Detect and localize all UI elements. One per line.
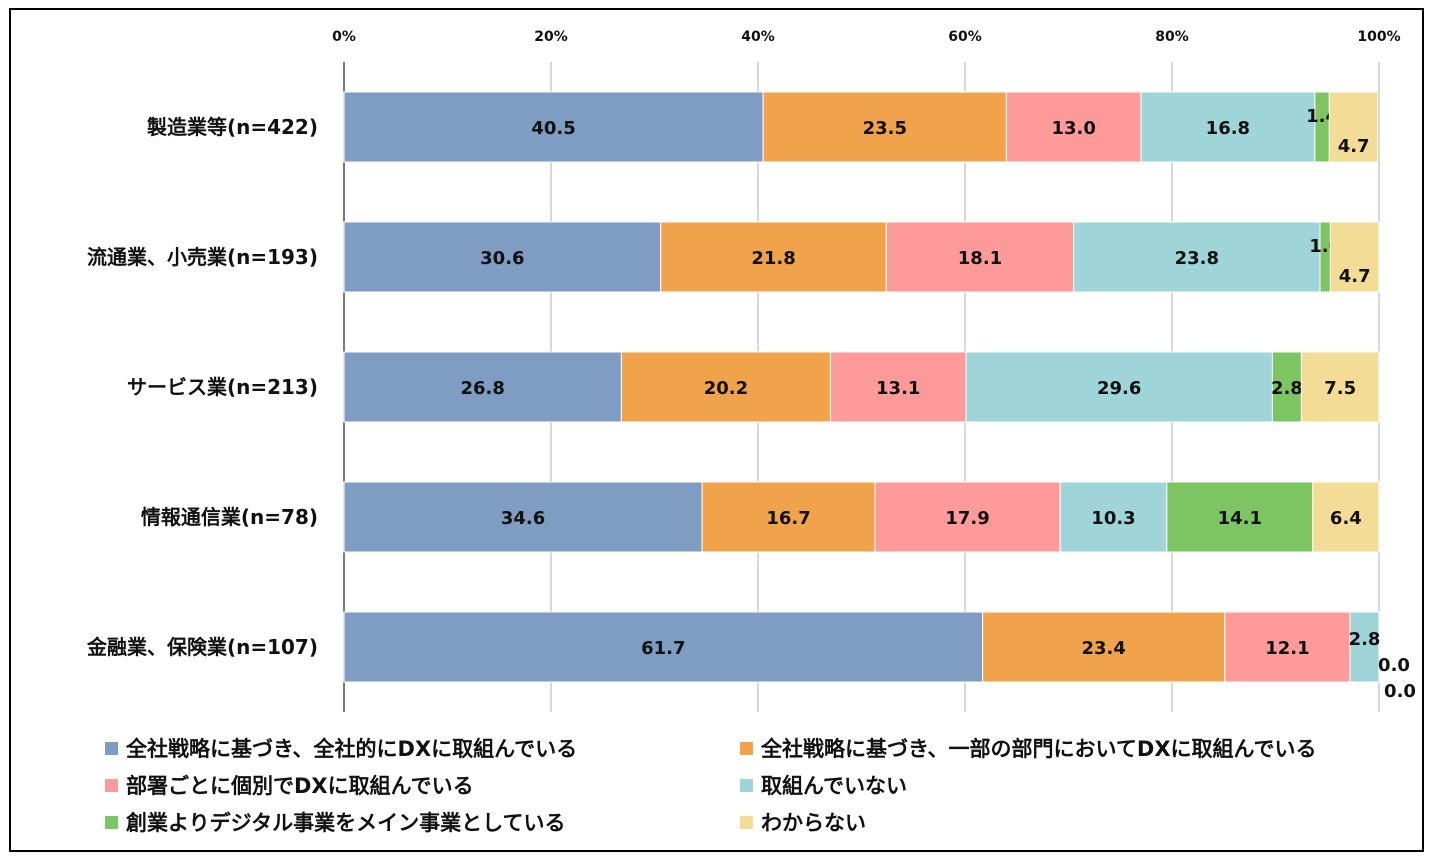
bar-segment: [874, 481, 1061, 553]
bar-segment: [620, 351, 831, 423]
data-label: 40.5: [531, 118, 575, 139]
data-label: 23.8: [1175, 248, 1219, 269]
bar-segment: [965, 351, 1273, 423]
bar-segment: [343, 481, 703, 553]
bar-segment: [762, 91, 1007, 163]
bar-segment: [1300, 351, 1380, 423]
bar-segment: [1140, 91, 1316, 163]
data-label: 10.3: [1091, 508, 1135, 529]
data-label: 14.1: [1218, 508, 1262, 529]
x-tick-label: 100%: [1357, 29, 1400, 45]
bar-segment: [1073, 221, 1321, 293]
data-label: 34.6: [501, 508, 545, 529]
data-label: 29.6: [1097, 378, 1141, 399]
data-label: 30.6: [480, 248, 524, 269]
bar-segment: [1349, 611, 1380, 683]
data-label: 20.2: [704, 378, 748, 399]
data-label: 2.8: [1271, 378, 1303, 399]
x-tick-label: 40%: [741, 29, 775, 45]
bar-segment: [343, 611, 984, 683]
data-label: 4.7: [1338, 136, 1370, 157]
bar-segment: [1059, 481, 1168, 553]
x-tick-label: 80%: [1155, 29, 1189, 45]
data-label: 16.7: [766, 508, 810, 529]
data-label: 16.8: [1206, 118, 1250, 139]
data-label: 13.0: [1051, 118, 1095, 139]
data-label: 4.7: [1339, 266, 1371, 287]
bar-segment: [1005, 91, 1142, 163]
bar-segment: [1329, 221, 1380, 293]
bar-segment: [1312, 481, 1380, 553]
data-label: 17.9: [945, 508, 989, 529]
bar-segment: [1271, 351, 1302, 423]
x-tick-label: 0%: [332, 29, 356, 45]
data-label: 23.4: [1081, 638, 1125, 659]
category-label: 流通業、小売業(n=193): [87, 245, 318, 269]
bar-segment: [660, 221, 887, 293]
bar-segment: [1328, 91, 1379, 163]
data-label: 18.1: [958, 248, 1002, 269]
bar-segment: [343, 351, 622, 423]
bar-segment: [829, 351, 967, 423]
x-tick-label: 20%: [534, 29, 568, 45]
data-label: 6.4: [1330, 508, 1362, 529]
bar-segment: [1319, 221, 1331, 293]
x-tick-label: 60%: [948, 29, 982, 45]
category-label: 金融業、保険業(n=107): [86, 635, 318, 659]
category-label: 製造業等(n=422): [147, 115, 318, 139]
data-label: 7.5: [1324, 378, 1356, 399]
bar-segment: [1166, 481, 1314, 553]
data-label: 26.8: [460, 378, 504, 399]
category-label: サービス業(n=213): [127, 375, 318, 399]
bar-segment: [1224, 611, 1351, 683]
bar-segment: [982, 611, 1226, 683]
data-label: 13.1: [876, 378, 920, 399]
bar-segment: [701, 481, 876, 553]
data-label: 2.8: [1349, 629, 1381, 650]
data-label: 23.5: [863, 118, 907, 139]
data-label: 0.0: [1384, 681, 1416, 702]
data-label: 0.0: [1378, 655, 1410, 676]
data-label: 12.1: [1265, 638, 1309, 659]
data-label: 61.7: [641, 638, 685, 659]
bar-segment: [1314, 91, 1330, 163]
data-label: 21.8: [751, 248, 795, 269]
bar-segment: [343, 221, 662, 293]
category-label: 情報通信業(n=78): [141, 505, 318, 529]
bar-segment: [885, 221, 1075, 293]
